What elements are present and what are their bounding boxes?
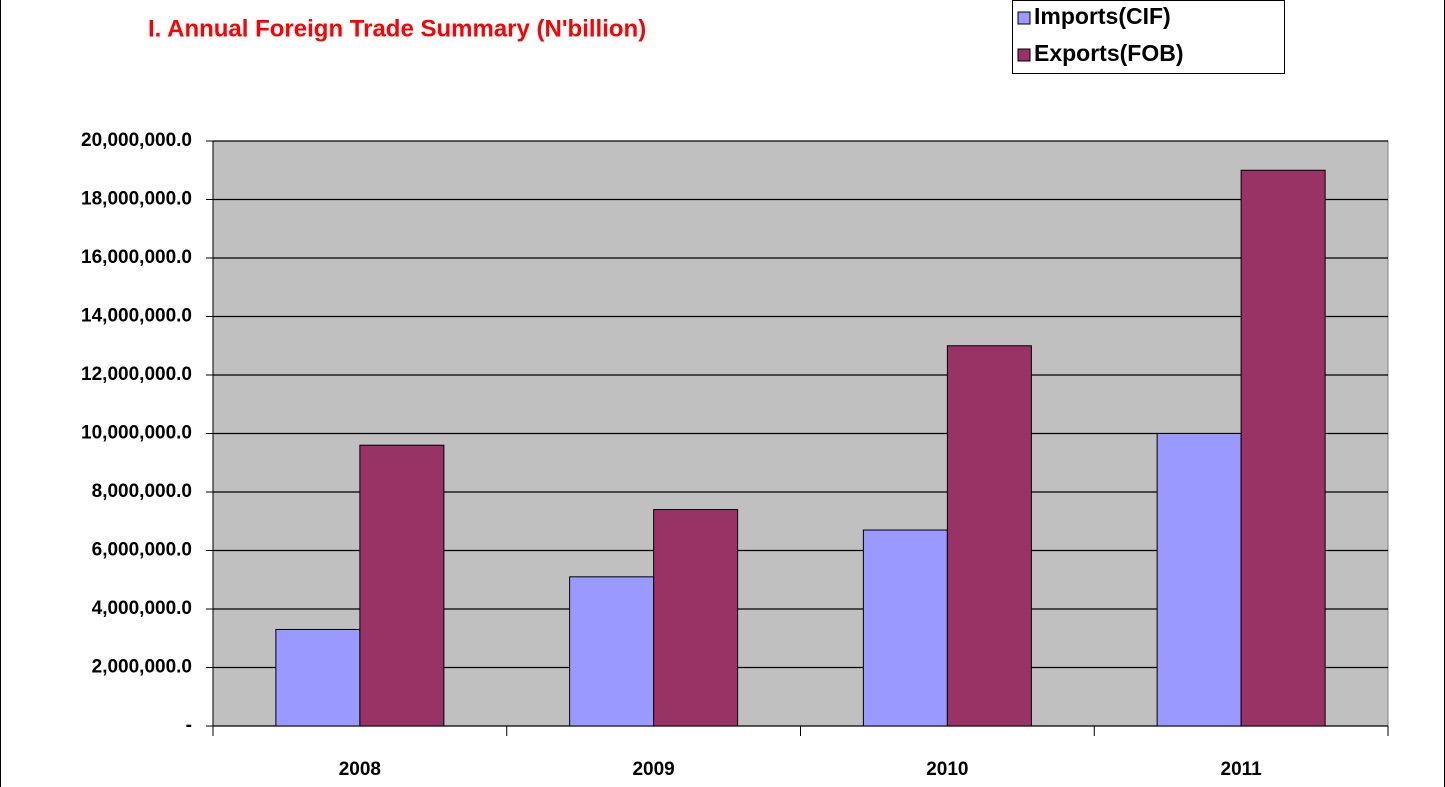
bar xyxy=(653,509,739,727)
y-tick-label: 4,000,000.0 xyxy=(92,598,192,619)
legend-box xyxy=(1012,0,1285,74)
chart-title: I. Annual Foreign Trade Summary (N'billi… xyxy=(148,15,646,42)
bar xyxy=(946,345,1032,727)
legend-swatch xyxy=(1017,48,1031,62)
x-tick-label: 2011 xyxy=(1221,759,1263,780)
legend-label: Imports(CIF) xyxy=(1034,3,1171,29)
y-tick-label: 8,000,000.0 xyxy=(92,481,192,502)
legend-swatch xyxy=(1017,11,1031,25)
bar xyxy=(1156,433,1242,727)
legend-label: Exports(FOB) xyxy=(1034,40,1184,66)
bar xyxy=(359,444,445,727)
x-tick-label: 2008 xyxy=(339,759,381,780)
y-tick-label: 10,000,000.0 xyxy=(81,423,192,444)
y-tick-label: 18,000,000.0 xyxy=(81,189,192,210)
bar xyxy=(569,576,655,727)
y-tick-label: 14,000,000.0 xyxy=(81,306,192,327)
bar xyxy=(1240,169,1326,727)
x-tick-label: 2009 xyxy=(632,759,674,780)
x-tick-label: 2010 xyxy=(926,759,968,780)
y-tick-label: 16,000,000.0 xyxy=(81,247,192,268)
bar xyxy=(275,628,361,727)
y-tick-label: 12,000,000.0 xyxy=(81,364,192,385)
y-tick-label: 6,000,000.0 xyxy=(92,540,192,561)
y-tick-label: 20,000,000.0 xyxy=(81,130,192,151)
bar xyxy=(862,529,948,727)
y-tick-label: - xyxy=(186,715,192,736)
y-tick-label: 2,000,000.0 xyxy=(92,657,192,678)
